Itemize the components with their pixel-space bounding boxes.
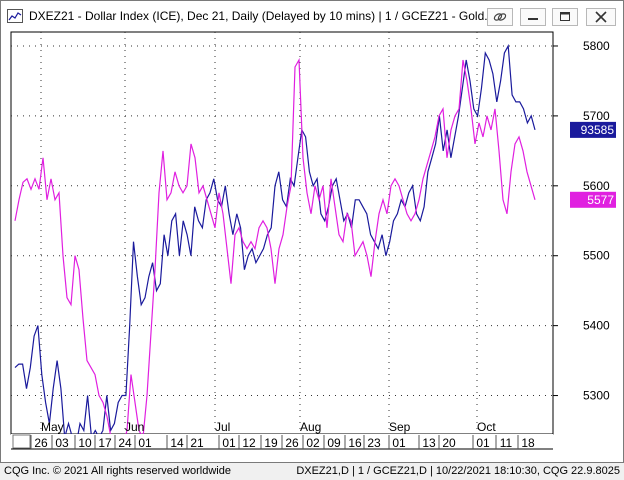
date-tick-label: 21 <box>190 436 204 450</box>
date-tick-label: 14 <box>170 436 184 450</box>
last-value-badge-2 <box>570 191 616 208</box>
date-tick-label: 23 <box>367 436 381 450</box>
price-tick-label: 5600 <box>583 179 610 193</box>
last-value-label-2: 5577 <box>587 193 614 207</box>
price-tick-label: 5800 <box>583 39 610 53</box>
plot-area[interactable] <box>10 31 554 435</box>
price-tick-label: 5500 <box>583 249 610 263</box>
axis-corner-box[interactable] <box>12 434 31 449</box>
date-tick-label: 24 <box>118 436 132 450</box>
date-tick-label: 01 <box>222 436 236 450</box>
date-axis-ticks: 26 03 10 17 24 01 14 21 01 12 19 26 02 09 16 23 01 13 20 01… <box>30 420 535 450</box>
date-tick-label: 12 <box>242 436 256 450</box>
price-axis-ticks: 5300 5400 5500 5600 5700 5800 <box>553 39 610 403</box>
minimize-button[interactable] <box>520 8 546 26</box>
link-button[interactable] <box>487 8 513 26</box>
date-tick-label: 17 <box>98 436 112 450</box>
maximize-icon <box>560 12 570 21</box>
last-value-labels: 93585 5577 <box>570 121 616 208</box>
date-tick-label: 03 <box>55 436 69 450</box>
date-tick-label: 19 <box>264 436 278 450</box>
close-button[interactable] <box>586 8 616 26</box>
series-line-1[interactable] <box>14 43 536 447</box>
price-chart[interactable]: 5300 5400 5500 5600 5700 5800 93585 5577 26 03 1… <box>1 1 623 462</box>
close-icon <box>595 11 607 23</box>
chart-window: DXEZ21 - Dollar Index (ICE), Dec 21, Dai… <box>0 0 624 463</box>
chart-app-icon <box>7 9 23 23</box>
date-tick-label: 20 <box>442 436 456 450</box>
month-label: May <box>41 420 64 434</box>
date-tick-label: 16 <box>348 436 362 450</box>
link-icon <box>493 13 507 21</box>
month-label: Jun <box>125 420 144 434</box>
month-label: Aug <box>300 420 321 434</box>
window-title: DXEZ21 - Dollar Index (ICE), Dec 21, Dai… <box>29 9 495 23</box>
price-tick-label: 5700 <box>583 109 610 123</box>
month-label: Jul <box>215 420 230 434</box>
price-tick-label: 5300 <box>583 389 610 403</box>
series-layer <box>14 43 536 447</box>
date-tick-label: 26 <box>34 436 48 450</box>
date-tick-label: 11 <box>500 436 513 450</box>
last-value-badge-1 <box>570 121 616 138</box>
date-tick-label: 10 <box>78 436 92 450</box>
last-value-label-1: 93585 <box>581 123 615 137</box>
maximize-button[interactable] <box>552 8 578 26</box>
date-tick-label: 01 <box>392 436 406 450</box>
minimize-icon <box>528 18 538 20</box>
date-tick-label: 26 <box>285 436 299 450</box>
month-label: Oct <box>477 420 496 434</box>
status-bar: CQG Inc. © 2021 All rights reserved worl… <box>0 463 624 480</box>
title-bar[interactable]: DXEZ21 - Dollar Index (ICE), Dec 21, Dai… <box>1 1 623 31</box>
copyright-text: CQG Inc. © 2021 All rights reserved worl… <box>4 465 231 477</box>
month-label: Sep <box>389 420 411 434</box>
date-tick-label: 18 <box>521 436 535 450</box>
date-tick-label: 09 <box>327 436 341 450</box>
date-tick-label: 02 <box>306 436 320 450</box>
series-line-2[interactable] <box>14 57 536 447</box>
price-tick-label: 5400 <box>583 319 610 333</box>
date-tick-label: 13 <box>422 436 436 450</box>
date-tick-label: 01 <box>476 436 490 450</box>
price-axis-panel[interactable] <box>553 32 623 434</box>
status-info: DXEZ21,D | 1 / GCEZ21,D | 10/22/2021 18:… <box>296 465 620 477</box>
date-tick-label: 01 <box>138 436 152 450</box>
